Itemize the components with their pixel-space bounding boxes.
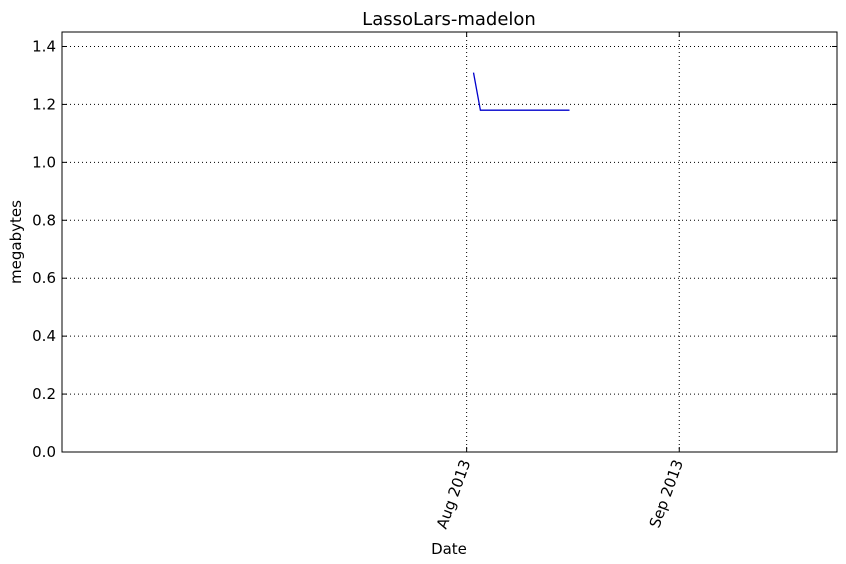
y-tick-label: 0.8 <box>32 211 56 229</box>
x-tick-label: Sep 2013 <box>646 457 687 530</box>
tick-marks <box>62 32 837 453</box>
y-tick-label: 1.2 <box>32 95 56 113</box>
y-tick-label: 0.2 <box>32 385 56 403</box>
y-tick-label: 0.4 <box>32 327 56 345</box>
chart-title: LassoLars-madelon <box>362 9 536 30</box>
x-tick-label: Aug 2013 <box>433 457 475 531</box>
series-line <box>472 72 570 111</box>
y-tick-label: 0.0 <box>32 443 56 461</box>
series-layer <box>472 72 570 111</box>
y-tick-label: 0.6 <box>32 269 56 287</box>
tick-labels: 0.0 0.2 0.4 0.6 0.8 1.0 1.2 1.4 Aug 2013 Sep 2013 <box>32 37 687 531</box>
y-tick-label: 1.0 <box>32 153 56 171</box>
grid-lines <box>62 32 837 452</box>
y-tick-label: 1.4 <box>32 37 56 55</box>
y-axis-title: megabytes <box>7 200 25 284</box>
plot-frame <box>61 31 838 453</box>
x-axis-title: Date <box>431 540 467 558</box>
